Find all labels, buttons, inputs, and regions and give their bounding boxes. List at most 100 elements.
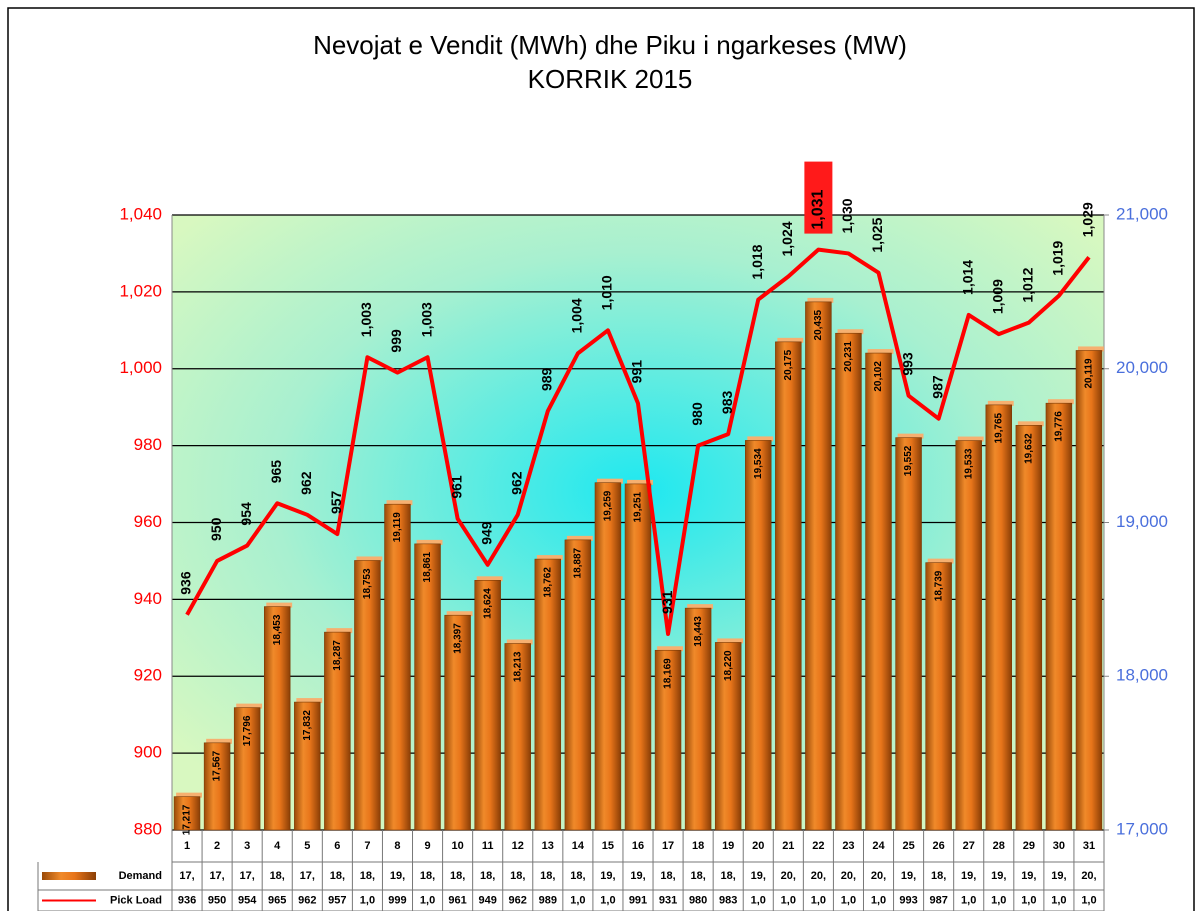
- table-cell: 18,: [931, 870, 946, 882]
- bar: [203, 742, 231, 831]
- chart-subtitle: KORRIK 2015: [528, 64, 693, 94]
- bar: [504, 643, 531, 831]
- x-tick-label: 14: [572, 840, 585, 852]
- bar-value-label: 19,534: [753, 448, 764, 479]
- line-value-label: 957: [328, 490, 344, 514]
- x-tick-label: 8: [394, 840, 400, 852]
- bar-value-label: 20,102: [873, 361, 884, 392]
- table-cell: 1,0: [811, 894, 826, 906]
- x-tick-label: 31: [1083, 840, 1095, 852]
- line-value-label: 1,014: [959, 260, 975, 295]
- bar-top: [597, 478, 623, 484]
- y-tick-label: 960: [134, 512, 162, 531]
- bar-value-label: 20,119: [1084, 358, 1095, 388]
- table-cell: 989: [539, 894, 557, 906]
- table-cell: 931: [659, 894, 677, 906]
- bar-top: [416, 539, 443, 545]
- bar-value-label: 18,169: [663, 658, 674, 689]
- table-cell: 999: [388, 894, 406, 906]
- table-cell: 936: [178, 894, 196, 906]
- bar-top: [1047, 399, 1074, 405]
- y-tick-label: 940: [134, 589, 162, 608]
- x-tick-label: 3: [244, 840, 250, 852]
- bar-value-label: 18,861: [422, 551, 433, 582]
- table-cell: 987: [929, 894, 947, 906]
- bar-top: [266, 602, 293, 608]
- table-cell: 1,0: [1081, 894, 1096, 906]
- bar-value-label: 17,217: [182, 804, 193, 835]
- line-value-label: 1,029: [1080, 202, 1096, 237]
- line-value-label: 1,004: [569, 298, 585, 333]
- bar-top: [897, 433, 924, 439]
- table-cell: 18,: [420, 870, 435, 882]
- bar-top: [657, 646, 683, 652]
- bar: [955, 440, 982, 831]
- bar: [534, 558, 562, 831]
- table-cell: 1,0: [600, 894, 615, 906]
- bar: [414, 543, 441, 831]
- table-cell: 17,: [179, 870, 194, 882]
- table-cell: 983: [719, 894, 737, 906]
- table-cell: 962: [298, 894, 316, 906]
- line-value-label: 1,003: [418, 302, 434, 337]
- x-tick-label: 1: [184, 840, 190, 852]
- frame: [7, 7, 1195, 916]
- table-cell: 1,0: [1051, 894, 1066, 906]
- table-cell: 19,: [991, 870, 1006, 882]
- bar: [384, 503, 411, 831]
- table-cell: 965: [268, 894, 286, 906]
- bar-value-label: 19,765: [993, 412, 1004, 443]
- table-cell: 19,: [1021, 870, 1036, 882]
- bar-value-label: 19,632: [1023, 433, 1034, 464]
- y-tick-label: 980: [134, 435, 162, 454]
- line-value-label: 983: [719, 391, 735, 415]
- x-tick-label: 28: [993, 840, 1005, 852]
- table-cell: 18,: [570, 870, 585, 882]
- table-cell: 19,: [1051, 870, 1066, 882]
- bar: [1045, 402, 1073, 831]
- x-tick-label: 20: [752, 840, 764, 852]
- bar: [745, 440, 772, 831]
- bar: [594, 482, 622, 831]
- bar-top: [206, 738, 233, 744]
- line-value-label: 991: [629, 360, 645, 384]
- bar-value-label: 20,175: [783, 349, 794, 380]
- line-value-label: 931: [659, 590, 675, 614]
- bar: [775, 341, 802, 831]
- x-tick-label: 12: [512, 840, 524, 852]
- bar-top: [717, 638, 744, 644]
- bar-value-label: 18,220: [723, 650, 734, 681]
- bar-top: [837, 329, 864, 335]
- x-tick-label: 7: [364, 840, 370, 852]
- bar-value-label: 17,796: [242, 715, 253, 746]
- line: [185, 247, 1091, 636]
- bar: [1075, 350, 1103, 831]
- bar-value-label: 18,739: [933, 570, 944, 601]
- table-cell: 19,: [390, 870, 405, 882]
- line-value-label: 987: [929, 375, 945, 399]
- table-cell: 991: [629, 894, 647, 906]
- line-value-label: 1,018: [749, 244, 765, 279]
- table-cell: 1,0: [360, 894, 375, 906]
- table-cell: 19,: [630, 870, 645, 882]
- line-value-label: 954: [238, 502, 254, 526]
- y2-tick-label: 20,000: [1116, 358, 1168, 377]
- table-cell: 18,: [480, 870, 495, 882]
- bar: [835, 332, 862, 831]
- bar: [233, 707, 261, 831]
- table-cell: 18,: [690, 870, 705, 882]
- bar-value-label: 19,251: [633, 491, 644, 522]
- bar: [624, 483, 652, 831]
- bar-top: [386, 500, 413, 506]
- bar: [354, 560, 381, 831]
- bar-top: [296, 698, 323, 704]
- bar-value-label: 19,533: [963, 448, 974, 479]
- table-cell: 20,: [841, 870, 856, 882]
- x-tick-label: 11: [482, 840, 494, 852]
- line-value-label: 999: [388, 329, 404, 353]
- table-cell: 18,: [510, 870, 525, 882]
- table-cell: 20,: [811, 870, 826, 882]
- x-tick-label: 5: [304, 840, 310, 852]
- bar-value-label: 19,552: [903, 445, 914, 476]
